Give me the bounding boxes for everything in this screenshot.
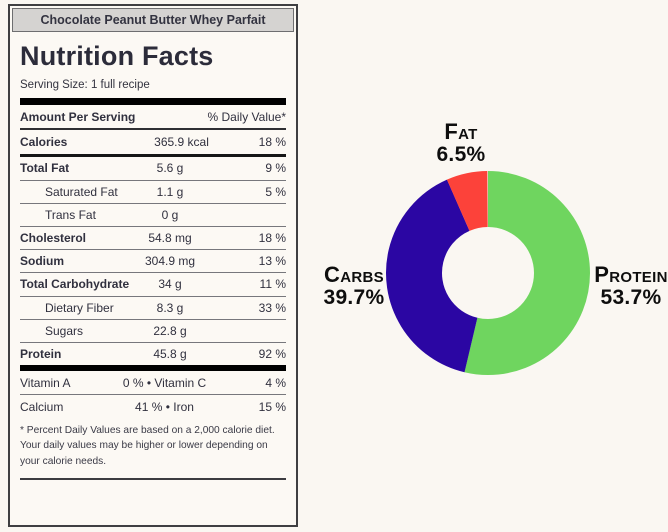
amount-per-serving-row: Amount Per Serving % Daily Value*	[20, 105, 286, 131]
nutrient-dv: 92 %	[258, 346, 286, 361]
table-row-total-fat: Total Fat 5.6 g 9 %	[20, 157, 286, 179]
nutrient-name: Total Fat	[20, 161, 70, 176]
slice-percent: 39.7%	[323, 286, 385, 309]
nutrient-name: Cholesterol	[20, 230, 87, 245]
nutrient-value: 365.9 kcal	[154, 135, 209, 150]
nutrient-dv: 33 %	[258, 300, 286, 315]
table-row-sodium: Sodium 304.9 mg 13 %	[20, 249, 286, 272]
table-row-saturated-fat: Saturated Fat 1.1 g 5 %	[20, 179, 286, 203]
donut-chart-canvas	[385, 171, 590, 375]
nutrient-name: Trans Fat	[45, 207, 96, 222]
nutrition-label: Chocolate Peanut Butter Whey Parfait Nut…	[8, 4, 298, 527]
nutrient-value: 5.6 g	[156, 161, 184, 176]
nutrient-value: 45.8 g	[153, 346, 187, 361]
slice-name: Carbs	[324, 262, 384, 287]
vitamin-dv: 15 %	[258, 399, 286, 414]
macro-donut-chart: Fat 6.5% Carbs 39.7% Protein 53.7%	[300, 0, 668, 532]
vitamin-name: Calcium	[20, 399, 64, 414]
nutrient-name: Dietary Fiber	[45, 300, 114, 315]
nutrient-value: 1.1 g	[156, 184, 184, 199]
table-row-trans-fat: Trans Fat 0 g	[20, 202, 286, 226]
calories-row: Calories 365.9 kcal 18 %	[20, 130, 286, 158]
daily-value-header: % Daily Value*	[207, 110, 286, 125]
donut-slice-carbs	[385, 171, 590, 375]
amount-per-serving-label: Amount Per Serving	[20, 110, 136, 124]
vitamin-values: 0 % • Vitamin C	[122, 375, 207, 390]
nutrient-value: 8.3 g	[156, 300, 184, 315]
nutrient-dv: 18 %	[258, 135, 286, 150]
nutrient-name: Sugars	[45, 323, 84, 338]
slice-label-carbs: Carbs 39.7%	[284, 263, 424, 309]
nutrient-value: 34 g	[158, 277, 182, 292]
table-row-protein: Protein 45.8 g 92 %	[20, 341, 286, 365]
donut-slice-fat	[386, 171, 590, 375]
nutrient-dv: 9 %	[265, 161, 286, 176]
nutrient-value: 54.8 mg	[148, 230, 192, 245]
table-row-vitamin-a-c: Vitamin A 0 % • Vitamin C 4 %	[20, 371, 286, 394]
daily-value-footnote: * Percent Daily Values are based on a 2,…	[20, 418, 286, 480]
slice-label-fat: Fat 6.5%	[391, 120, 531, 166]
slice-name: Protein	[594, 262, 668, 287]
table-row-dietary-fiber: Dietary Fiber 8.3 g 33 %	[20, 295, 286, 319]
nutrient-value: 22.8 g	[153, 323, 187, 338]
vitamin-values: 41 % • Iron	[135, 399, 194, 414]
thick-divider-top	[20, 98, 286, 105]
thick-divider-bottom	[20, 365, 286, 372]
nutrient-rows: Total Fat 5.6 g 9 % Saturated Fat 1.1 g …	[20, 157, 286, 365]
table-row-calcium-iron: Calcium 41 % • Iron 15 %	[20, 394, 286, 418]
nutrient-name: Sodium	[20, 254, 64, 269]
table-row-total-carbohydrate: Total Carbohydrate 34 g 11 %	[20, 272, 286, 295]
donut-slice-protein	[386, 171, 590, 375]
nutrient-name: Calories	[20, 135, 68, 150]
nutrition-label-body: Nutrition Facts Serving Size: 1 full rec…	[10, 34, 296, 480]
nutrient-name: Saturated Fat	[45, 184, 118, 199]
vitamin-dv: 4 %	[265, 375, 286, 390]
nutrient-value: 304.9 mg	[144, 254, 196, 269]
nutrient-value: 0 g	[161, 207, 179, 222]
nutrient-dv: 11 %	[259, 277, 286, 292]
slice-percent: 6.5%	[436, 143, 486, 166]
slice-percent: 53.7%	[600, 286, 662, 309]
table-row-cholesterol: Cholesterol 54.8 mg 18 %	[20, 225, 286, 249]
nutrient-name: Total Carbohydrate	[20, 277, 130, 292]
vitamin-name: Vitamin A	[20, 375, 71, 390]
nutrient-dv: 13 %	[258, 254, 286, 269]
table-row-sugars: Sugars 22.8 g	[20, 318, 286, 342]
serving-size: Serving Size: 1 full recipe	[20, 79, 150, 91]
nutrient-dv: 18 %	[258, 231, 286, 246]
nutrient-dv: 5 %	[265, 184, 286, 199]
nutrient-name: Protein	[20, 346, 62, 361]
slice-name: Fat	[444, 119, 478, 144]
nutrition-facts-title: Nutrition Facts	[20, 41, 214, 71]
recipe-title: Chocolate Peanut Butter Whey Parfait	[12, 8, 294, 32]
slice-label-protein: Protein 53.7%	[561, 263, 668, 309]
